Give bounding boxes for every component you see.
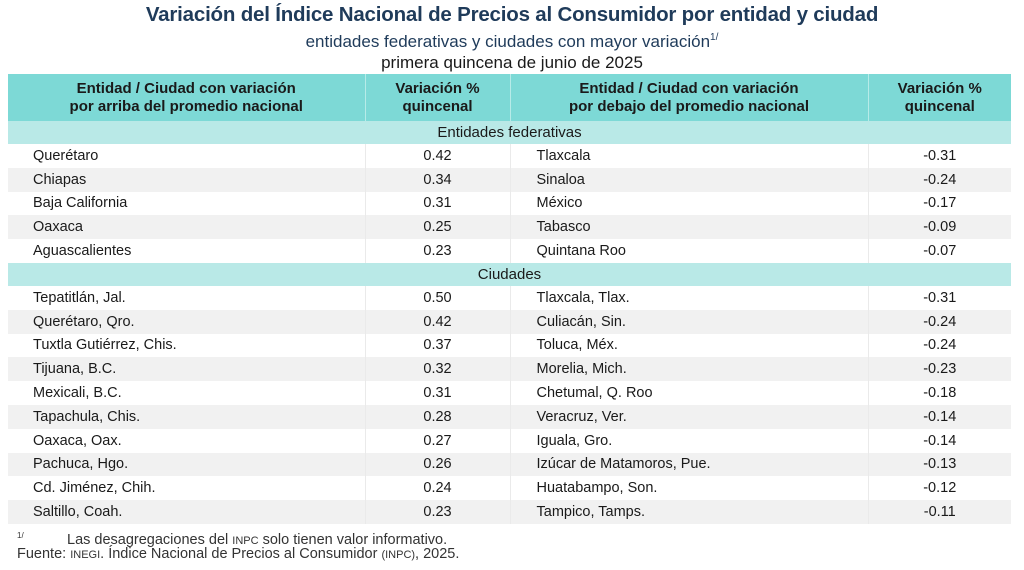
above-entity-cell: Tijuana, B.C. — [8, 357, 366, 382]
below-entity-cell: Toluca, Méx. — [510, 333, 869, 358]
below-variation-cell: -0.24 — [868, 309, 1011, 334]
above-variation-cell: 0.27 — [365, 428, 511, 453]
below-entity-cell: Morelia, Mich. — [510, 357, 869, 382]
below-entity-cell: Quintana Roo — [510, 239, 869, 263]
table-row: Tijuana, B.C. 0.32 Morelia, Mich. -0.23 — [8, 357, 1011, 382]
subtitle-text: entidades federativas y ciudades con may… — [305, 32, 711, 51]
above-entity-cell: Oaxaca — [8, 215, 366, 240]
below-variation-cell: -0.13 — [868, 452, 1011, 477]
below-variation-cell: -0.14 — [868, 428, 1011, 453]
above-entity-cell: Pachuca, Hgo. — [8, 452, 366, 477]
table-row: Querétaro 0.42 Tlaxcala -0.31 — [8, 144, 1011, 168]
above-variation-cell: 0.23 — [365, 500, 511, 524]
below-entity-cell: Tabasco — [510, 215, 869, 240]
table-row: Baja California 0.31 México -0.17 — [8, 191, 1011, 216]
below-entity-cell: Tlaxcala — [510, 144, 869, 168]
table-header-row: Entidad / Ciudad con variación por arriba… — [8, 74, 1011, 121]
inpc-abbr: INPC — [232, 535, 259, 547]
below-variation-cell: -0.09 — [868, 215, 1011, 240]
above-entity-cell: Baja California — [8, 191, 366, 216]
section-row: Ciudades — [8, 262, 1011, 286]
above-entity-cell: Aguascalientes — [8, 239, 366, 263]
above-entity-cell: Saltillo, Coah. — [8, 500, 366, 524]
title-block: Variación del Índice Nacional de Precios… — [0, 0, 1024, 73]
above-entity-cell: Chiapas — [8, 167, 366, 192]
period-label: primera quincena de junio de 2025 — [381, 53, 643, 72]
footnote: 1/Las desagregaciones del INPC solo tien… — [17, 527, 447, 550]
source-note: Fuente: INEGI. Índice Nacional de Precio… — [17, 546, 460, 562]
above-entity-cell: Tuxtla Gutiérrez, Chis. — [8, 333, 366, 358]
above-entity-cell: Tepatitlán, Jal. — [8, 285, 366, 310]
below-variation-cell: -0.18 — [868, 381, 1011, 405]
table-row: Mexicali, B.C. 0.31 Chetumal, Q. Roo -0.18 — [8, 381, 1011, 405]
table-row: Oaxaca, Oax. 0.27 Iguala, Gro. -0.14 — [8, 428, 1011, 453]
footnote-reference: 1/ — [710, 32, 719, 43]
above-variation-cell: 0.37 — [365, 333, 511, 358]
table-row: Querétaro, Qro. 0.42 Culiacán, Sin. -0.24 — [8, 309, 1011, 334]
table-body: Entidades federativas Querétaro 0.42 Tlaxca… — [8, 121, 1011, 524]
above-variation-cell: 0.50 — [365, 285, 511, 310]
above-variation-cell: 0.31 — [365, 381, 511, 405]
below-entity-cell: Huatabampo, Son. — [510, 476, 869, 501]
above-entity-cell: Cd. Jiménez, Chih. — [8, 476, 366, 501]
below-entity-cell: Chetumal, Q. Roo — [510, 381, 869, 405]
header-below-variation: Variación % quincenal — [868, 74, 1011, 121]
above-variation-cell: 0.42 — [365, 309, 511, 334]
below-entity-cell: Tampico, Tamps. — [510, 500, 869, 524]
below-variation-cell: -0.23 — [868, 357, 1011, 382]
above-entity-cell: Tapachula, Chis. — [8, 404, 366, 429]
section-row: Entidades federativas — [8, 121, 1011, 144]
table-row: Chiapas 0.34 Sinaloa -0.24 — [8, 167, 1011, 192]
above-variation-cell: 0.28 — [365, 404, 511, 429]
table-row: Tuxtla Gutiérrez, Chis. 0.37 Toluca, Méx. -… — [8, 333, 1011, 358]
header-above-variation: Variación % quincenal — [365, 74, 511, 121]
above-variation-cell: 0.24 — [365, 476, 511, 501]
table-row: Saltillo, Coah. 0.23 Tampico, Tamps. -0.11 — [8, 500, 1011, 524]
above-entity-cell: Mexicali, B.C. — [8, 381, 366, 405]
section-label: Entidades federativas — [8, 121, 1011, 144]
below-variation-cell: -0.17 — [868, 191, 1011, 216]
above-entity-cell: Querétaro — [8, 144, 366, 168]
section-label: Ciudades — [8, 262, 1011, 286]
below-entity-cell: Veracruz, Ver. — [510, 404, 869, 429]
above-entity-cell: Querétaro, Qro. — [8, 309, 366, 334]
header-above-entity: Entidad / Ciudad con variación por arriba… — [8, 74, 366, 121]
table-row: Aguascalientes 0.23 Quintana Roo -0.07 — [8, 239, 1011, 263]
above-variation-cell: 0.34 — [365, 167, 511, 192]
below-entity-cell: Sinaloa — [510, 167, 869, 192]
above-variation-cell: 0.23 — [365, 239, 511, 263]
below-entity-cell: Izúcar de Matamoros, Pue. — [510, 452, 869, 477]
above-variation-cell: 0.31 — [365, 191, 511, 216]
below-variation-cell: -0.14 — [868, 404, 1011, 429]
header-below-entity: Entidad / Ciudad con variación por debajo… — [510, 74, 869, 121]
below-variation-cell: -0.31 — [868, 285, 1011, 310]
page-subtitle: entidades federativas y ciudades con may… — [0, 27, 1024, 52]
below-variation-cell: -0.24 — [868, 333, 1011, 358]
below-variation-cell: -0.31 — [868, 144, 1011, 168]
table-row: Cd. Jiménez, Chih. 0.24 Huatabampo, Son. -0… — [8, 476, 1011, 501]
below-variation-cell: -0.11 — [868, 500, 1011, 524]
footnote-mark: 1/ — [17, 531, 24, 540]
below-entity-cell: México — [510, 191, 869, 216]
below-variation-cell: -0.24 — [868, 167, 1011, 192]
below-variation-cell: -0.07 — [868, 239, 1011, 263]
above-entity-cell: Oaxaca, Oax. — [8, 428, 366, 453]
above-variation-cell: 0.42 — [365, 144, 511, 168]
table-row: Tepatitlán, Jal. 0.50 Tlaxcala, Tlax. -0.31 — [8, 285, 1011, 310]
inpc-variation-table: Entidad / Ciudad con variación por arriba… — [8, 74, 1011, 524]
below-entity-cell: Iguala, Gro. — [510, 428, 869, 453]
below-entity-cell: Culiacán, Sin. — [510, 309, 869, 334]
table-row: Pachuca, Hgo. 0.26 Izúcar de Matamoros, Pu… — [8, 452, 1011, 477]
table-row: Oaxaca 0.25 Tabasco -0.09 — [8, 215, 1011, 240]
inegi-abbr: INEGI — [70, 549, 101, 561]
page-title: Variación del Índice Nacional de Precios… — [145, 3, 879, 26]
inpc-abbr: (INPC) — [381, 549, 416, 561]
above-variation-cell: 0.26 — [365, 452, 511, 477]
above-variation-cell: 0.25 — [365, 215, 511, 240]
above-variation-cell: 0.32 — [365, 357, 511, 382]
below-entity-cell: Tlaxcala, Tlax. — [510, 285, 869, 310]
below-variation-cell: -0.12 — [868, 476, 1011, 501]
table-row: Tapachula, Chis. 0.28 Veracruz, Ver. -0.14 — [8, 404, 1011, 429]
